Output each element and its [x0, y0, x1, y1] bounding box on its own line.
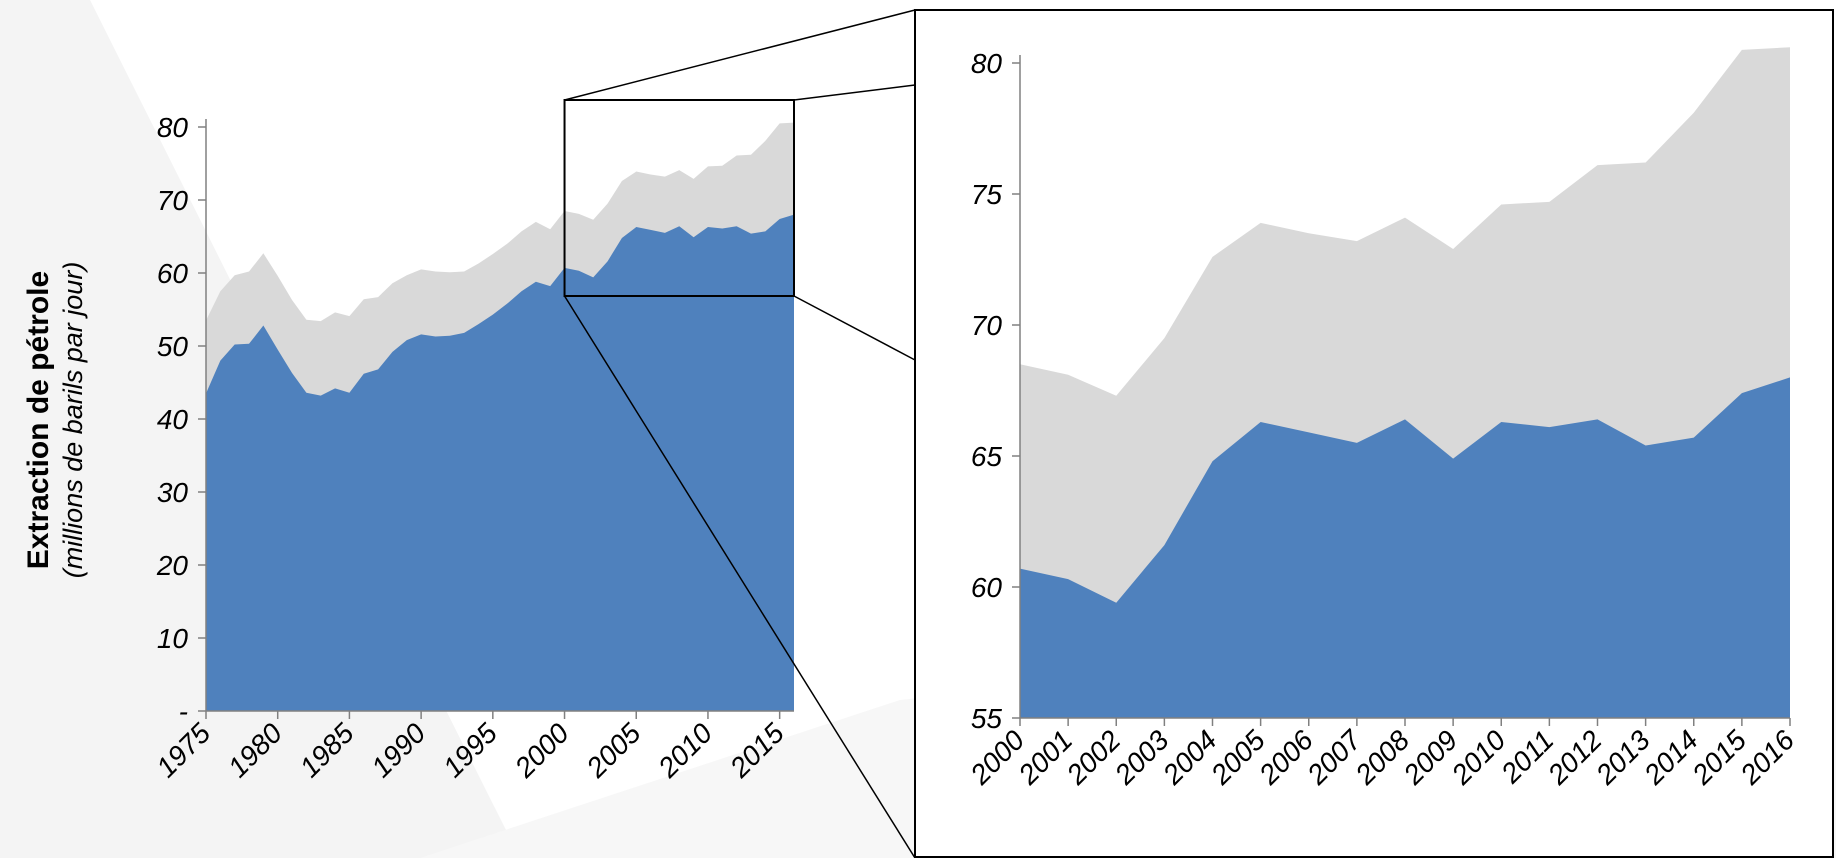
zoom-y-tick-label: 65	[971, 441, 1003, 472]
zoom-y-tick-label: 55	[971, 703, 1003, 734]
overview-y-tick-label: 80	[157, 112, 189, 143]
overview-x-tick-label: 2000	[508, 717, 575, 784]
connector-top-right	[793, 84, 916, 101]
zoom-connector-lines	[563, 9, 1834, 859]
overview-y-tick-label: 70	[157, 185, 189, 216]
zoom-y-tick-label: 75	[971, 179, 1003, 210]
y-axis-title: Extraction de pétrole	[22, 271, 55, 569]
connector-bottom-right	[793, 295, 916, 361]
zoom-y-tick-label: 60	[971, 572, 1003, 603]
zoom-highlight-box	[563, 99, 795, 297]
y-axis-subtitle: (millions de barils par jour)	[58, 262, 88, 579]
overview-y-tick-label: 50	[157, 331, 189, 362]
overview-y-tick-label: -	[179, 696, 188, 727]
overview-x-tick-label: 2005	[580, 717, 647, 784]
zoom-chart: 5560657075802000200120022003200420052006…	[914, 9, 1834, 859]
zoom-frame-border	[914, 9, 1834, 858]
y-axis-label: Extraction de pétrole (millions de baril…	[22, 262, 88, 579]
connector-bottom-left	[563, 295, 916, 859]
zoom-series-main-area	[1020, 377, 1790, 718]
connector-top-left	[564, 9, 916, 101]
overview-y-tick-label: 10	[157, 623, 189, 654]
zoom-y-tick-label: 80	[971, 48, 1003, 79]
overview-y-tick-label: 60	[157, 258, 189, 289]
overview-y-tick-label: 20	[156, 550, 189, 581]
overview-y-tick-label: 30	[157, 477, 189, 508]
zoom-y-tick-label: 70	[971, 310, 1003, 341]
overview-y-tick-label: 40	[157, 404, 189, 435]
overview-series-main-area	[206, 214, 794, 711]
